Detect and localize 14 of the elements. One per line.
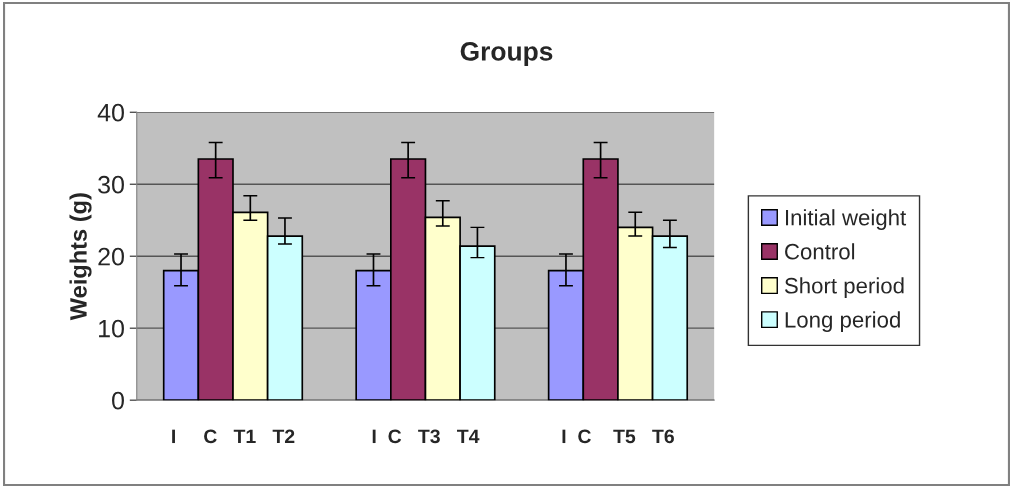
y-tick-label: 30 — [98, 175, 124, 194]
y-axis-title: Weights (g) — [69, 193, 92, 321]
text: I C T3 T4 — [372, 429, 480, 444]
y-tick-label: 0 — [112, 391, 124, 410]
y-tick-label: 10 — [99, 319, 124, 338]
legend-label: Initial weight — [785, 209, 907, 230]
legend-label: Long period — [785, 311, 900, 333]
text: I C T5 T6 — [562, 429, 674, 444]
y-tick-label: 40 — [97, 103, 124, 122]
y-tick-label: 20 — [98, 247, 124, 266]
text: I C T1 T2 — [172, 429, 295, 444]
chart-title: Groups — [460, 42, 553, 66]
legend-label: Control — [785, 243, 855, 260]
legend-label: Short period — [784, 277, 904, 298]
